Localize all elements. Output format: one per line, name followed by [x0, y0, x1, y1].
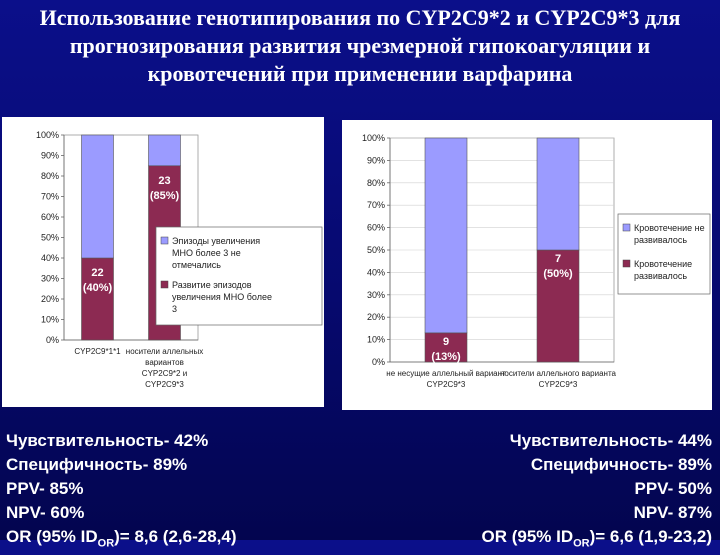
stat-or-prefix: OR (95% ID — [6, 527, 98, 546]
legend-swatch — [622, 223, 631, 232]
data-label: (40%) — [83, 282, 113, 294]
y-tick-label: 0% — [46, 335, 59, 345]
stat-npv: NPV- 87% — [633, 503, 712, 522]
stat-or: OR (95% IDOR)= 6,6 (1,9-23,2) — [481, 525, 712, 555]
y-tick-label: 30% — [41, 274, 59, 284]
category-label: CYP2C9*3 — [539, 380, 578, 389]
y-tick-label: 0% — [372, 357, 385, 367]
category-label: носители аллельного варианта — [500, 369, 617, 378]
legend-swatch — [160, 236, 169, 245]
legend-label: увеличения МНО более — [172, 292, 272, 302]
data-label: (50%) — [543, 268, 573, 280]
stat-sensitivity: Чувствительность- 44% — [509, 431, 712, 450]
y-tick-label: 60% — [367, 223, 385, 233]
stat-sensitivity: Чувствительность- 42% — [6, 431, 209, 450]
stat-or-sub: OR — [97, 537, 115, 550]
chart-1-svg: 0% 10% 20% 30% 40% 50% 60% 70% 80% 90% 100% 22 (40%)… — [36, 130, 323, 389]
title-line-2: прогнозирования развития чрезмерной гипо… — [69, 33, 651, 58]
category-label: вариантов — [145, 358, 184, 367]
stat-or-suffix: )= 8,6 (2,6-28,4) — [114, 527, 237, 546]
y-tick-label: 70% — [367, 200, 385, 210]
chart-2-svg: 0% 10% 20% 30% 40% 50% 60% 70% 80% 90% 100% 9 (13%) н… — [362, 133, 711, 389]
legend-swatch — [622, 259, 631, 268]
legend-label: Эпизоды увеличения — [172, 236, 260, 246]
y-tick-label: 20% — [41, 294, 59, 304]
bar-segment — [148, 134, 181, 167]
data-label: 22 — [91, 267, 103, 279]
p-value-2: p=0,04 — [626, 368, 677, 388]
category-label: не несущие аллельный вариант — [386, 369, 506, 378]
y-tick-label: 60% — [41, 212, 59, 222]
category-label: носители аллельных — [126, 347, 203, 356]
legend-label: Кровотечение — [634, 259, 692, 269]
stat-or-sub: OR — [573, 537, 590, 550]
data-label: (85%) — [150, 190, 180, 202]
y-tick-label: 80% — [367, 178, 385, 188]
category-label: CYP2C9*3 — [145, 380, 184, 389]
legend-label: 3 — [172, 304, 177, 314]
title-line-3: кровотечений при применении варфарина — [147, 61, 573, 86]
legend-swatch — [160, 280, 169, 289]
bar-segment — [536, 249, 580, 363]
stats-left: Чувствительность- 42% Специфичность- 89%… — [6, 429, 237, 555]
slide-title: Использование генотипирования по CYP2C9*… — [0, 4, 720, 88]
stat-ppv: PPV- 50% — [634, 479, 713, 498]
stat-or-suffix: )= 6,6 (1,9-23,2) — [589, 527, 712, 546]
y-tick-label: 90% — [41, 151, 59, 161]
y-tick-label: 90% — [367, 155, 385, 165]
data-label: 9 — [443, 336, 449, 348]
bar-segment — [536, 137, 580, 251]
data-label: 7 — [555, 253, 561, 265]
bar-segment — [424, 137, 468, 334]
y-tick-label: 100% — [36, 130, 59, 140]
y-tick-label: 100% — [362, 133, 385, 143]
chart-panel-2: 0% 10% 20% 30% 40% 50% 60% 70% 80% 90% 100% 9 (13%) н… — [342, 120, 712, 410]
legend-label: отмечались — [172, 260, 221, 270]
y-tick-label: 50% — [367, 245, 385, 255]
y-tick-label: 20% — [367, 312, 385, 322]
y-tick-label: 10% — [367, 335, 385, 345]
data-label: (13%) — [431, 351, 461, 363]
p-value-1: p=0,0001 — [236, 372, 305, 392]
category-label: CYP2C9*3 — [427, 380, 466, 389]
legend-label: Кровотечение не — [634, 223, 705, 233]
stat-ppv: PPV- 85% — [6, 479, 84, 498]
stat-specificity: Специфичность- 89% — [530, 455, 712, 474]
y-tick-label: 40% — [41, 253, 59, 263]
y-tick-label: 30% — [367, 290, 385, 300]
stat-or: OR (95% IDOR)= 8,6 (2,6-28,4) — [6, 525, 237, 555]
y-tick-label: 70% — [41, 192, 59, 202]
legend-label: МНО более 3 не — [172, 248, 241, 258]
legend-label: развивалось — [634, 271, 687, 281]
legend-box — [155, 226, 323, 326]
stat-or-prefix: OR (95% ID — [481, 527, 574, 546]
chart-panel-1: 0% 10% 20% 30% 40% 50% 60% 70% 80% 90% 100% 22 (40%)… — [2, 117, 324, 407]
category-label: CYP2C9*2 и — [142, 369, 187, 378]
stats-right: Чувствительность- 44% Специфичность- 89%… — [481, 429, 712, 555]
legend-label: развивалось — [634, 235, 687, 245]
legend-label: Развитие эпизодов — [172, 280, 252, 290]
category-label: CYP2C9*1*1 — [74, 347, 121, 356]
title-line-1: Использование генотипирования по CYP2C9*… — [39, 5, 681, 30]
stat-specificity: Специфичность- 89% — [6, 455, 188, 474]
bar-segment — [424, 332, 468, 363]
bar-segment — [81, 257, 114, 341]
y-tick-label: 50% — [41, 233, 59, 243]
y-tick-label: 10% — [41, 315, 59, 325]
bar-segment — [81, 134, 114, 259]
data-label: 23 — [158, 175, 170, 187]
y-tick-label: 40% — [367, 267, 385, 277]
legend-box — [617, 213, 711, 295]
y-tick-label: 80% — [41, 171, 59, 181]
stat-npv: NPV- 60% — [6, 503, 85, 522]
